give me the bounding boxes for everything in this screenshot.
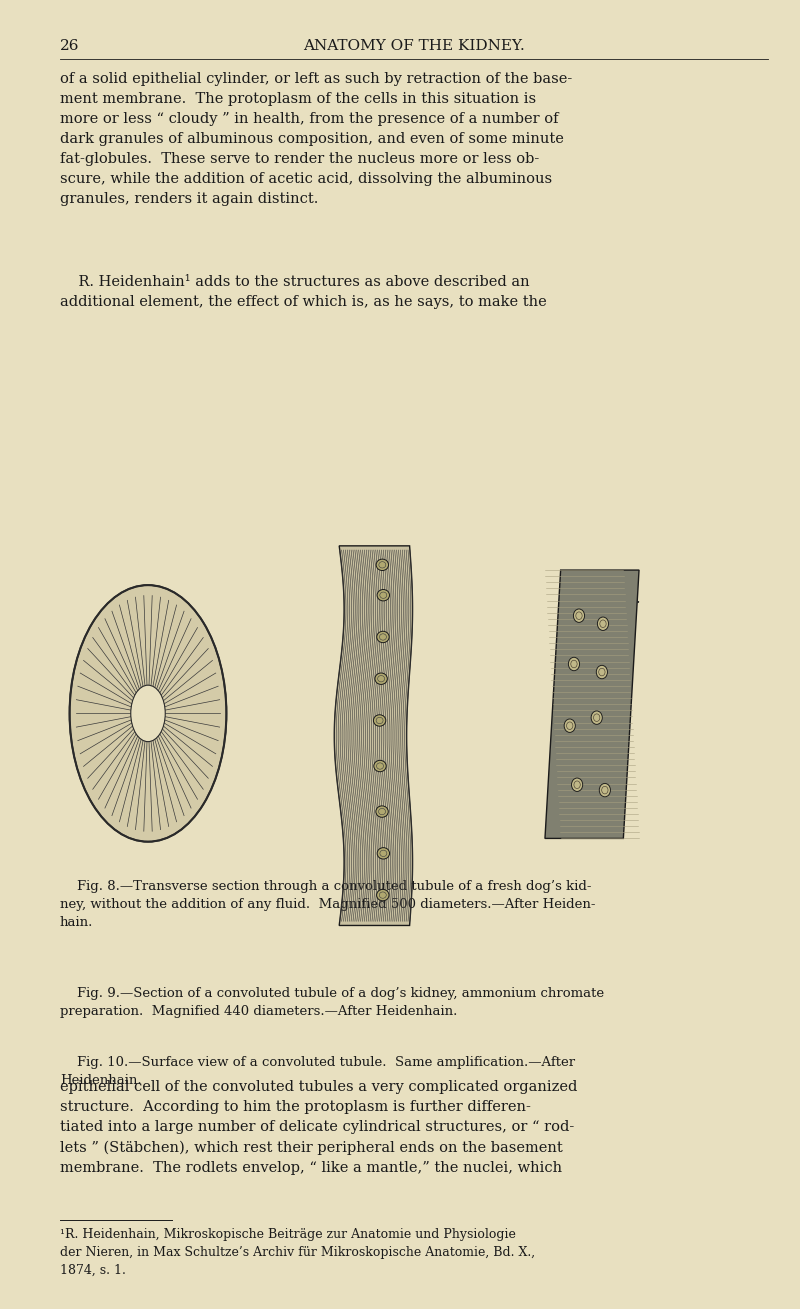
Text: ANATOMY OF THE KIDNEY.: ANATOMY OF THE KIDNEY. bbox=[303, 39, 525, 54]
Text: epithelial cell of the convoluted tubules a very complicated organized
structure: epithelial cell of the convoluted tubule… bbox=[60, 1080, 578, 1174]
Text: Fig. 10.—Surface view of a convoluted tubule.  Same amplification.—After
Heidenh: Fig. 10.—Surface view of a convoluted tu… bbox=[60, 1056, 575, 1088]
Ellipse shape bbox=[375, 673, 387, 685]
Ellipse shape bbox=[377, 848, 390, 859]
Text: Fig. 9.: Fig. 9. bbox=[352, 592, 400, 606]
Ellipse shape bbox=[376, 806, 388, 817]
Ellipse shape bbox=[376, 559, 389, 571]
Ellipse shape bbox=[596, 665, 607, 679]
Polygon shape bbox=[334, 546, 413, 925]
Ellipse shape bbox=[374, 715, 386, 726]
Ellipse shape bbox=[564, 719, 575, 733]
Ellipse shape bbox=[574, 609, 585, 622]
Ellipse shape bbox=[571, 778, 582, 792]
Text: Fig. 10.: Fig. 10. bbox=[584, 592, 640, 606]
Ellipse shape bbox=[568, 657, 579, 670]
Circle shape bbox=[70, 585, 226, 842]
Ellipse shape bbox=[377, 589, 390, 601]
Ellipse shape bbox=[598, 617, 609, 631]
Ellipse shape bbox=[377, 889, 389, 901]
Ellipse shape bbox=[599, 783, 610, 797]
Ellipse shape bbox=[377, 631, 389, 643]
Ellipse shape bbox=[591, 711, 602, 724]
Text: Fig. 8.: Fig. 8. bbox=[124, 592, 172, 606]
Text: Fig. 9.—Section of a convoluted tubule of a dog’s kidney, ammonium chromate
prep: Fig. 9.—Section of a convoluted tubule o… bbox=[60, 987, 604, 1018]
Text: of a solid epithelial cylinder, or left as such by retraction of the base-
ment : of a solid epithelial cylinder, or left … bbox=[60, 72, 572, 207]
Polygon shape bbox=[545, 571, 639, 838]
Circle shape bbox=[130, 685, 166, 742]
Text: Fig. 8.—Transverse section through a convoluted tubule of a fresh dog’s kid-
ney: Fig. 8.—Transverse section through a con… bbox=[60, 880, 595, 928]
Text: R. Heidenhain¹ adds to the structures as above described an
additional element, : R. Heidenhain¹ adds to the structures as… bbox=[60, 275, 546, 309]
Ellipse shape bbox=[374, 761, 386, 772]
Text: 26: 26 bbox=[60, 39, 79, 54]
Text: ¹R. Heidenhain, Mikroskopische Beiträge zur Anatomie und Physiologie
der Nieren,: ¹R. Heidenhain, Mikroskopische Beiträge … bbox=[60, 1228, 535, 1276]
